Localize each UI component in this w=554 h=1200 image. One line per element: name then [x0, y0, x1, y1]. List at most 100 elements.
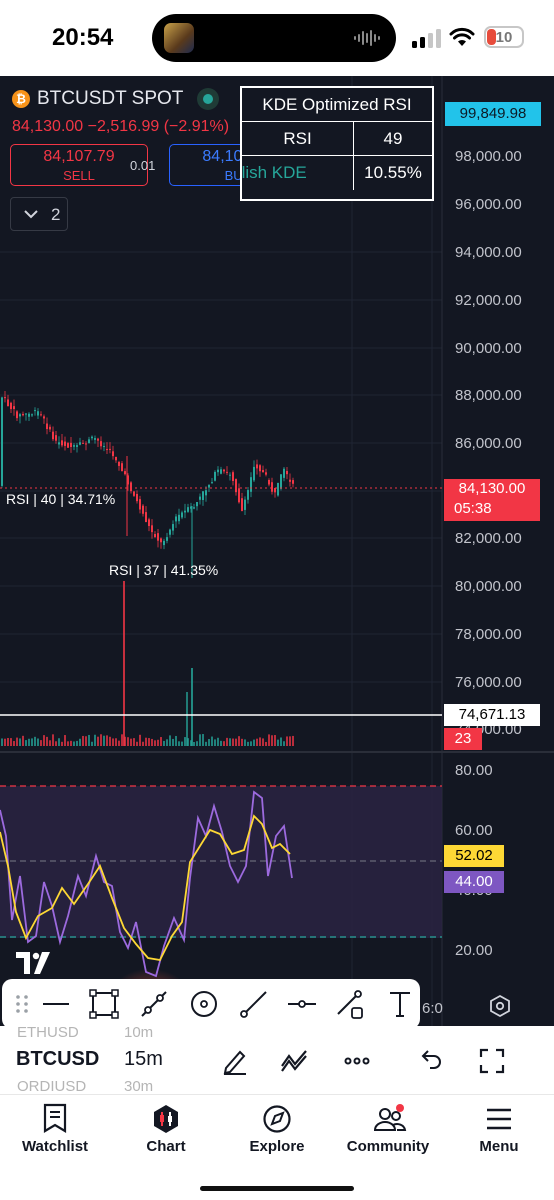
- tradingview-logo-icon[interactable]: [16, 950, 52, 981]
- volume-bar: [259, 737, 261, 746]
- interval-picker-prev[interactable]: 10m: [124, 1024, 154, 1041]
- volume-bar: [235, 738, 237, 746]
- volume-bar: [76, 740, 78, 746]
- candle-body: [226, 471, 228, 473]
- kde-row-key-text: Bullish KDE: [242, 163, 307, 182]
- volume-bar: [28, 738, 30, 746]
- battery-percent: 10: [495, 29, 513, 46]
- candle-body: [19, 414, 21, 417]
- price-axis-label: 88,000.00: [455, 387, 522, 404]
- drag-handle-icon[interactable]: [6, 988, 38, 1020]
- candle-body: [169, 529, 171, 535]
- price-axis-label: 86,000.00: [455, 435, 522, 452]
- symbol-picker-prev[interactable]: ETHUSD: [17, 1024, 79, 1041]
- candle-body: [37, 411, 39, 416]
- symbol-picker-next[interactable]: ORDIUSD: [17, 1078, 87, 1095]
- kde-rsi-table: KDE Optimized RSI RSI 49 Bullish KDE 10.…: [240, 86, 434, 201]
- volume-bar: [73, 741, 75, 746]
- candle-body: [100, 441, 102, 447]
- candle-body: [265, 472, 267, 475]
- more-options-icon[interactable]: [342, 1046, 372, 1076]
- candlesticks[interactable]: [1, 390, 294, 578]
- measure-tool-icon[interactable]: [334, 988, 366, 1020]
- price-axis-label: 90,000.00: [455, 340, 522, 357]
- indicators-icon[interactable]: [279, 1046, 309, 1076]
- symbol-header[interactable]: ₿ BTCUSDT SPOT: [12, 88, 220, 110]
- undo-icon[interactable]: [416, 1046, 446, 1076]
- circle-tool-icon[interactable]: [188, 988, 220, 1020]
- candle-body: [31, 414, 33, 416]
- sell-button[interactable]: 84,107.79 SELL: [10, 144, 148, 186]
- chart-settings-icon[interactable]: [488, 994, 512, 1018]
- candle-body: [109, 448, 111, 450]
- volume-bar: [40, 740, 42, 746]
- path-tool-icon[interactable]: [138, 988, 170, 1020]
- home-indicator[interactable]: [200, 1186, 354, 1191]
- volume-bar: [211, 736, 213, 746]
- chart-canvas[interactable]: [0, 76, 554, 1026]
- candle-body: [28, 413, 30, 417]
- volume-bar: [289, 736, 291, 746]
- candle-body: [133, 491, 135, 496]
- kde-rsi-line: [0, 790, 293, 978]
- candle-body: [73, 445, 75, 447]
- interval-picker[interactable]: 15m: [124, 1048, 163, 1070]
- chart-toolbar[interactable]: ETHUSD 10m BTCUSD 15m ORDIUSD 30m: [0, 1024, 554, 1095]
- nav-explore[interactable]: Explore: [222, 1095, 332, 1175]
- volume-bar: [250, 741, 252, 746]
- candle-body: [205, 490, 207, 496]
- nav-menu[interactable]: Menu: [444, 1095, 554, 1175]
- volume-bar: [10, 738, 12, 746]
- nav-chart[interactable]: Chart: [111, 1095, 221, 1175]
- chart-area[interactable]: ₿ BTCUSDT SPOT 84,130.00 −2,516.99 (−2.9…: [0, 76, 554, 1026]
- sell-label: SELL: [63, 168, 95, 183]
- drawing-toolbar[interactable]: [2, 979, 420, 1026]
- volume-bar: [286, 736, 288, 746]
- candle-body: [157, 533, 159, 541]
- candle-body: [247, 490, 249, 500]
- candle-body: [241, 498, 243, 511]
- volume-bar: [64, 735, 66, 746]
- candle-body: [253, 466, 255, 481]
- volume-bar: [283, 741, 285, 746]
- app-thumbnail-icon: [164, 23, 194, 53]
- candle-body: [103, 446, 105, 448]
- nav-community[interactable]: Community: [333, 1095, 443, 1175]
- candle-body: [127, 475, 129, 485]
- text-tool-icon[interactable]: [384, 988, 416, 1020]
- symbol-title[interactable]: BTCUSDT SPOT: [37, 88, 184, 109]
- symbol-picker[interactable]: BTCUSD: [16, 1048, 100, 1070]
- price-axis-label: 82,000.00: [455, 530, 522, 547]
- indicators-collapse-button[interactable]: 2: [10, 197, 68, 231]
- volume-bar: [181, 741, 183, 746]
- volume-bar: [205, 741, 207, 746]
- ray-tool-icon[interactable]: [238, 988, 270, 1020]
- volume-bar: [70, 740, 72, 746]
- draw-pen-icon[interactable]: [220, 1046, 250, 1076]
- candle-body: [139, 499, 141, 510]
- candle-body: [289, 479, 291, 482]
- volume-bar: [37, 738, 39, 746]
- candle-body: [112, 451, 114, 457]
- candle-body: [250, 477, 252, 492]
- candle-body: [178, 514, 180, 522]
- kde-row-key: Bullish KDE: [242, 156, 354, 190]
- interval-picker-next[interactable]: 30m: [124, 1078, 154, 1095]
- candle-body: [64, 441, 66, 446]
- fullscreen-icon[interactable]: [477, 1046, 507, 1076]
- candle-body: [181, 512, 183, 518]
- rectangle-tool-icon[interactable]: [88, 988, 120, 1020]
- candle-body: [256, 464, 258, 469]
- nav-label: Explore: [249, 1138, 305, 1155]
- volume-bar: [262, 738, 264, 746]
- dynamic-island[interactable]: [152, 14, 396, 62]
- candle-body: [40, 414, 42, 416]
- candle-body: [235, 479, 237, 493]
- bottom-navigation[interactable]: Watchlist Chart Explore Community Menu: [0, 1094, 554, 1200]
- volume-bar: [130, 738, 132, 746]
- candle-body: [76, 445, 78, 447]
- nav-watchlist[interactable]: Watchlist: [0, 1095, 110, 1175]
- trend-line-tool-icon[interactable]: [40, 988, 72, 1020]
- market-status-icon[interactable]: [197, 88, 220, 110]
- horizontal-ray-tool-icon[interactable]: [286, 988, 318, 1020]
